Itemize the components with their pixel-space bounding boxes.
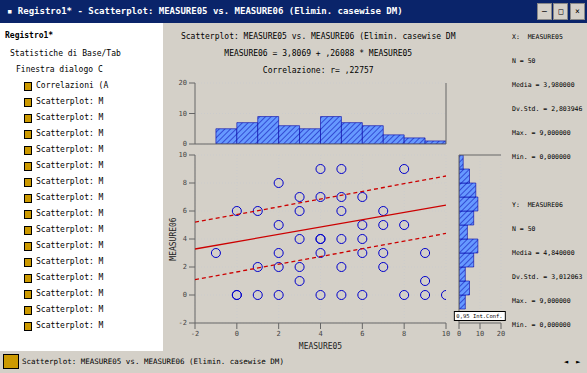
html-text:Scatterplot: M: Scatterplot: M (36, 112, 104, 122)
html-text:Media = 4,840000: Media = 4,840000 (512, 249, 575, 257)
svg-text:6: 6 (183, 207, 187, 215)
html-text:Scatterplot: M: Scatterplot: M (36, 160, 104, 170)
html-text:Max. = 9,000000: Max. = 9,000000 (512, 297, 571, 305)
html-text:MEASURE06 = 3,8069 + ,26088 *: MEASURE06 = 3,8069 + ,26088 * MEASURE05 (224, 49, 413, 58)
html-text:Correlazioni (A: Correlazioni (A (36, 80, 109, 90)
html-text:Scatterplot: MEASURE05 vs. MEA: Scatterplot: MEASURE05 vs. MEASURE06 (El… (181, 32, 456, 41)
html-text:Scatterplot: M: Scatterplot: M (36, 176, 104, 186)
html-text:Scatterplot: M: Scatterplot: M (36, 304, 104, 314)
html-text:Min. = 0,000000: Min. = 0,000000 (512, 153, 571, 161)
html-text:Scatterplot: M: Scatterplot: M (36, 96, 104, 106)
svg-text:8: 8 (402, 330, 406, 338)
html-text:Min. = 0,000000: Min. = 0,000000 (512, 321, 571, 329)
html-text:Scatterplot: M: Scatterplot: M (36, 224, 104, 234)
html-text:N = 50: N = 50 (512, 225, 536, 233)
svg-text:20: 20 (179, 79, 187, 87)
svg-text:10: 10 (179, 110, 187, 118)
html-text:Scatterplot: M: Scatterplot: M (36, 208, 104, 218)
svg-text:MEASURE06: MEASURE06 (169, 217, 178, 261)
svg-text:-2: -2 (179, 319, 187, 327)
html-text:Scatterplot: MEASURE05 vs. MEA: Scatterplot: MEASURE05 vs. MEASURE06 (El… (22, 357, 284, 366)
html-text:▪ Registro1* - Scatterplot: ME: ▪ Registro1* - Scatterplot: MEASURE05 vs… (7, 6, 403, 16)
svg-text:4: 4 (318, 330, 322, 338)
html-text:Finestra dialogo C: Finestra dialogo C (16, 64, 103, 74)
svg-text:MEASURE05: MEASURE05 (299, 342, 343, 351)
html-text:Scatterplot: M: Scatterplot: M (36, 192, 104, 202)
html-text:X: MEASURE05: X: MEASURE05 (512, 33, 563, 41)
html-text:Scatterplot: M: Scatterplot: M (36, 288, 104, 298)
svg-text:4: 4 (183, 235, 187, 243)
html-text:Scatterplot: M: Scatterplot: M (36, 256, 104, 266)
svg-text:0: 0 (183, 291, 187, 299)
html-text:N = 50: N = 50 (512, 57, 536, 65)
html-text:Media = 3,980000: Media = 3,980000 (512, 81, 575, 89)
html-text:0,95 Int.Conf.: 0,95 Int.Conf. (456, 313, 503, 319)
html-text:Statistiche di Base/Tab: Statistiche di Base/Tab (10, 48, 121, 58)
html-text:Scatterplot: M: Scatterplot: M (36, 240, 104, 250)
svg-text:6: 6 (360, 330, 364, 338)
html-text:Max. = 9,000000: Max. = 9,000000 (512, 129, 571, 137)
svg-text:8: 8 (183, 179, 187, 187)
html-text:Scatterplot: M: Scatterplot: M (36, 272, 104, 282)
svg-text:2: 2 (277, 330, 281, 338)
html-text:Registro1*: Registro1* (5, 31, 54, 40)
svg-text:10: 10 (179, 151, 187, 159)
svg-text:0: 0 (457, 330, 461, 338)
svg-text:20: 20 (497, 330, 505, 338)
svg-text:0: 0 (235, 330, 239, 338)
html-text:Correlazione: r= ,22757: Correlazione: r= ,22757 (262, 66, 374, 75)
html-text:Scatterplot: M: Scatterplot: M (36, 144, 104, 154)
html-text:Scatterplot: M: Scatterplot: M (36, 320, 104, 330)
html-text:Y: MEASURE06: Y: MEASURE06 (512, 201, 563, 209)
svg-text:-2: -2 (191, 330, 199, 338)
svg-text:10: 10 (442, 330, 450, 338)
svg-text:2: 2 (183, 263, 187, 271)
html-text:Dv.Std. = 3,012063: Dv.Std. = 3,012063 (512, 273, 583, 281)
html-text:Scatterplot: M: Scatterplot: M (36, 128, 104, 138)
svg-text:10: 10 (476, 330, 484, 338)
html-text:Dv.Std. = 2,803946: Dv.Std. = 2,803946 (512, 105, 583, 113)
svg-text:0: 0 (183, 140, 187, 148)
